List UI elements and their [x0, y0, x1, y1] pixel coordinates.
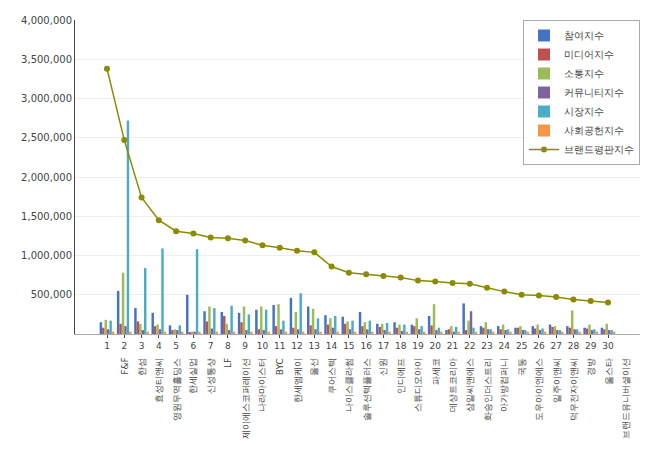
svg-text:나라마이스터: 나라마이스터 [257, 358, 267, 412]
svg-text:일주이앤씨: 일주이앤씨 [552, 358, 562, 403]
svg-text:사회공헌지수: 사회공헌지수 [564, 125, 624, 136]
svg-text:3: 3 [139, 341, 145, 351]
svg-text:솔루션텍플러스: 솔루션텍플러스 [362, 358, 372, 421]
svg-text:27: 27 [550, 341, 561, 351]
svg-text:울스타: 울스타 [604, 358, 614, 385]
svg-text:500,000: 500,000 [31, 289, 72, 300]
svg-text:4,000,000: 4,000,000 [21, 15, 72, 26]
svg-text:참여지수: 참여지수 [564, 30, 604, 41]
svg-text:3,000,000: 3,000,000 [21, 93, 72, 104]
svg-text:7: 7 [208, 341, 214, 351]
svg-text:28: 28 [568, 341, 580, 351]
svg-text:2,000,000: 2,000,000 [21, 172, 72, 183]
svg-text:16: 16 [360, 341, 372, 351]
svg-text:LF: LF [223, 358, 233, 368]
svg-text:2: 2 [121, 341, 127, 351]
svg-text:29: 29 [585, 341, 597, 351]
svg-text:25: 25 [516, 341, 527, 351]
svg-text:커뮤니티지수: 커뮤니티지수 [564, 87, 624, 98]
svg-text:23: 23 [481, 341, 492, 351]
svg-text:8: 8 [225, 341, 231, 351]
svg-text:24: 24 [499, 341, 511, 351]
svg-text:덕우전자이앤씨: 덕우전자이앤씨 [569, 358, 579, 421]
svg-text:삼일씨앤에스: 삼일씨앤에스 [465, 358, 475, 412]
svg-text:데상트코리아: 데상트코리아 [448, 358, 458, 412]
svg-text:국동: 국동 [517, 358, 527, 376]
svg-text:나이스클라썸: 나이스클라썸 [344, 358, 354, 412]
svg-text:14: 14 [326, 341, 338, 351]
svg-text:브랜드유니버셜이션: 브랜드유니버셜이션 [621, 358, 631, 439]
svg-text:17: 17 [378, 341, 389, 351]
svg-text:30: 30 [602, 341, 614, 351]
svg-text:브랜드평판지수: 브랜드평판지수 [564, 144, 634, 155]
svg-text:12: 12 [291, 341, 302, 351]
svg-text:3,500,000: 3,500,000 [21, 54, 72, 65]
svg-text:15: 15 [343, 341, 354, 351]
svg-text:도우아이엔에스: 도우아이엔에스 [534, 358, 544, 421]
svg-text:한세실업: 한세실업 [188, 358, 198, 394]
svg-text:쿠어스텍: 쿠어스텍 [327, 358, 337, 394]
svg-text:한세엠케이: 한세엠케이 [293, 358, 303, 403]
svg-text:소통지수: 소통지수 [564, 68, 604, 79]
svg-text:18: 18 [395, 341, 407, 351]
svg-text:F&F: F&F [120, 357, 130, 374]
svg-text:5: 5 [173, 341, 179, 351]
svg-text:제이에스코퍼레이션: 제이에스코퍼레이션 [241, 358, 251, 439]
svg-text:2,500,000: 2,500,000 [21, 132, 72, 143]
svg-text:시장지수: 시장지수 [564, 106, 604, 117]
svg-text:13: 13 [309, 341, 320, 351]
svg-text:한섬: 한섬 [137, 358, 147, 376]
svg-text:파세코: 파세코 [431, 358, 441, 385]
svg-text:미디어지수: 미디어지수 [564, 49, 614, 60]
svg-text:26: 26 [533, 341, 545, 351]
svg-text:19: 19 [412, 341, 424, 351]
svg-text:스튜디오아이: 스튜디오아이 [413, 358, 423, 412]
svg-text:경방: 경방 [586, 358, 596, 376]
svg-text:9: 9 [242, 341, 248, 351]
svg-text:10: 10 [257, 341, 269, 351]
svg-text:1,000,000: 1,000,000 [21, 250, 72, 261]
svg-text:올선: 올선 [309, 358, 319, 376]
svg-text:6: 6 [191, 341, 197, 351]
svg-text:20: 20 [430, 341, 442, 351]
svg-text:효성티앤씨: 효성티앤씨 [154, 358, 164, 403]
svg-text:1: 1 [104, 341, 110, 351]
svg-text:신원: 신원 [378, 358, 388, 376]
svg-text:21: 21 [447, 341, 458, 351]
svg-text:22: 22 [464, 341, 475, 351]
svg-text:신성통상: 신성통상 [206, 358, 216, 394]
svg-text:1,500,000: 1,500,000 [21, 211, 72, 222]
svg-text:BYC: BYC [275, 358, 285, 375]
svg-text:11: 11 [274, 341, 285, 351]
svg-text:4: 4 [156, 341, 162, 351]
svg-text:아가방컴퍼니: 아가방컴퍼니 [499, 358, 509, 412]
svg-text:인디에프: 인디에프 [396, 358, 406, 394]
svg-text:화승인더스트리: 화승인더스트리 [483, 358, 493, 421]
svg-text:영원무역홀딩스: 영원무역홀딩스 [172, 358, 182, 421]
